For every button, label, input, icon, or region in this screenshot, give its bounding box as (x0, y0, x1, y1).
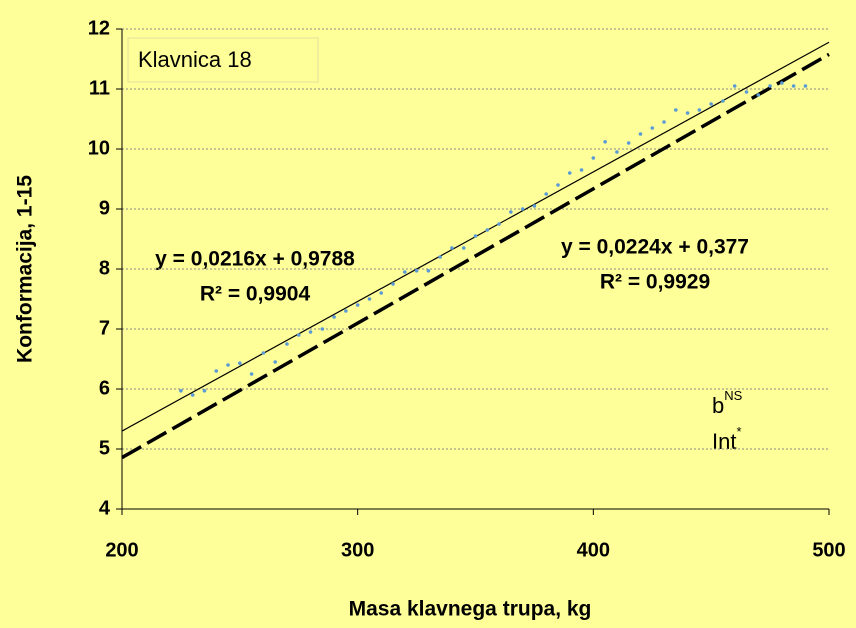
note-base: b (712, 393, 724, 418)
point (344, 309, 348, 313)
y-tick-label: 12 (88, 17, 110, 39)
point (249, 372, 254, 376)
x-axis-label: Masa klavnega trupa, kg (349, 598, 592, 621)
point (650, 126, 655, 130)
x-tick-label: 500 (812, 539, 845, 561)
point (261, 351, 266, 355)
point (485, 228, 490, 232)
point (662, 120, 666, 124)
point (532, 204, 537, 208)
point (179, 389, 183, 393)
note-base: Int (712, 429, 736, 454)
point (296, 333, 301, 337)
point (697, 108, 702, 112)
r-squared: R² = 0,9929 (600, 271, 710, 294)
point (626, 141, 631, 145)
point (461, 246, 466, 250)
point (638, 132, 643, 136)
point (320, 327, 325, 331)
point (214, 369, 219, 373)
point (803, 84, 808, 88)
y-tick-label: 8 (99, 257, 110, 279)
point (768, 84, 772, 88)
point (450, 246, 454, 250)
point (615, 150, 619, 154)
y-tick-label: 10 (88, 137, 110, 159)
point (579, 168, 584, 172)
point (780, 81, 784, 85)
equation: y = 0,0224x + 0,377 (561, 236, 749, 259)
point (226, 363, 230, 367)
point (285, 342, 289, 346)
r-squared: R² = 0,9904 (200, 283, 311, 306)
point (367, 297, 372, 301)
y-tick-label: 4 (99, 497, 111, 519)
x-tick-label: 200 (105, 539, 138, 561)
point (791, 84, 796, 88)
x-tick-label: 400 (577, 539, 610, 561)
point (202, 389, 207, 393)
point (556, 183, 560, 187)
point (685, 111, 690, 115)
point (509, 210, 513, 214)
point (190, 393, 195, 397)
note-sup: * (736, 424, 741, 439)
point (473, 234, 478, 238)
point (391, 282, 395, 286)
note: bNS (712, 388, 743, 417)
equation: y = 0,0216x + 0,9788 (155, 248, 355, 271)
note: Int* (712, 424, 742, 453)
annotation-box (127, 37, 319, 83)
point (332, 315, 336, 319)
point (308, 330, 313, 334)
point (674, 108, 678, 112)
y-tick-label: 5 (99, 437, 110, 459)
point (438, 255, 442, 259)
x-tick-label: 300 (341, 539, 374, 561)
note-sup: NS (724, 388, 742, 403)
point (379, 291, 384, 295)
y-tick-label: 11 (89, 77, 110, 99)
point (520, 207, 525, 211)
y-tick-label: 7 (99, 317, 110, 339)
point (756, 93, 761, 97)
point (355, 303, 360, 307)
point (709, 102, 713, 106)
point (544, 192, 548, 196)
point (732, 84, 737, 88)
point (603, 140, 607, 144)
point (414, 269, 419, 273)
point (591, 156, 596, 160)
point (497, 222, 501, 226)
annotation-box-text: Klavnica 18 (138, 47, 252, 72)
point (273, 360, 277, 364)
point (403, 270, 407, 274)
point (238, 361, 242, 366)
y-axis-label: Konformacija, 1-15 (14, 175, 37, 363)
point (744, 90, 749, 94)
point (426, 269, 431, 273)
point (567, 171, 572, 175)
y-tick-label: 6 (99, 377, 110, 399)
trend-line (121, 52, 830, 460)
y-tick-label: 9 (99, 197, 110, 219)
point (721, 99, 725, 103)
